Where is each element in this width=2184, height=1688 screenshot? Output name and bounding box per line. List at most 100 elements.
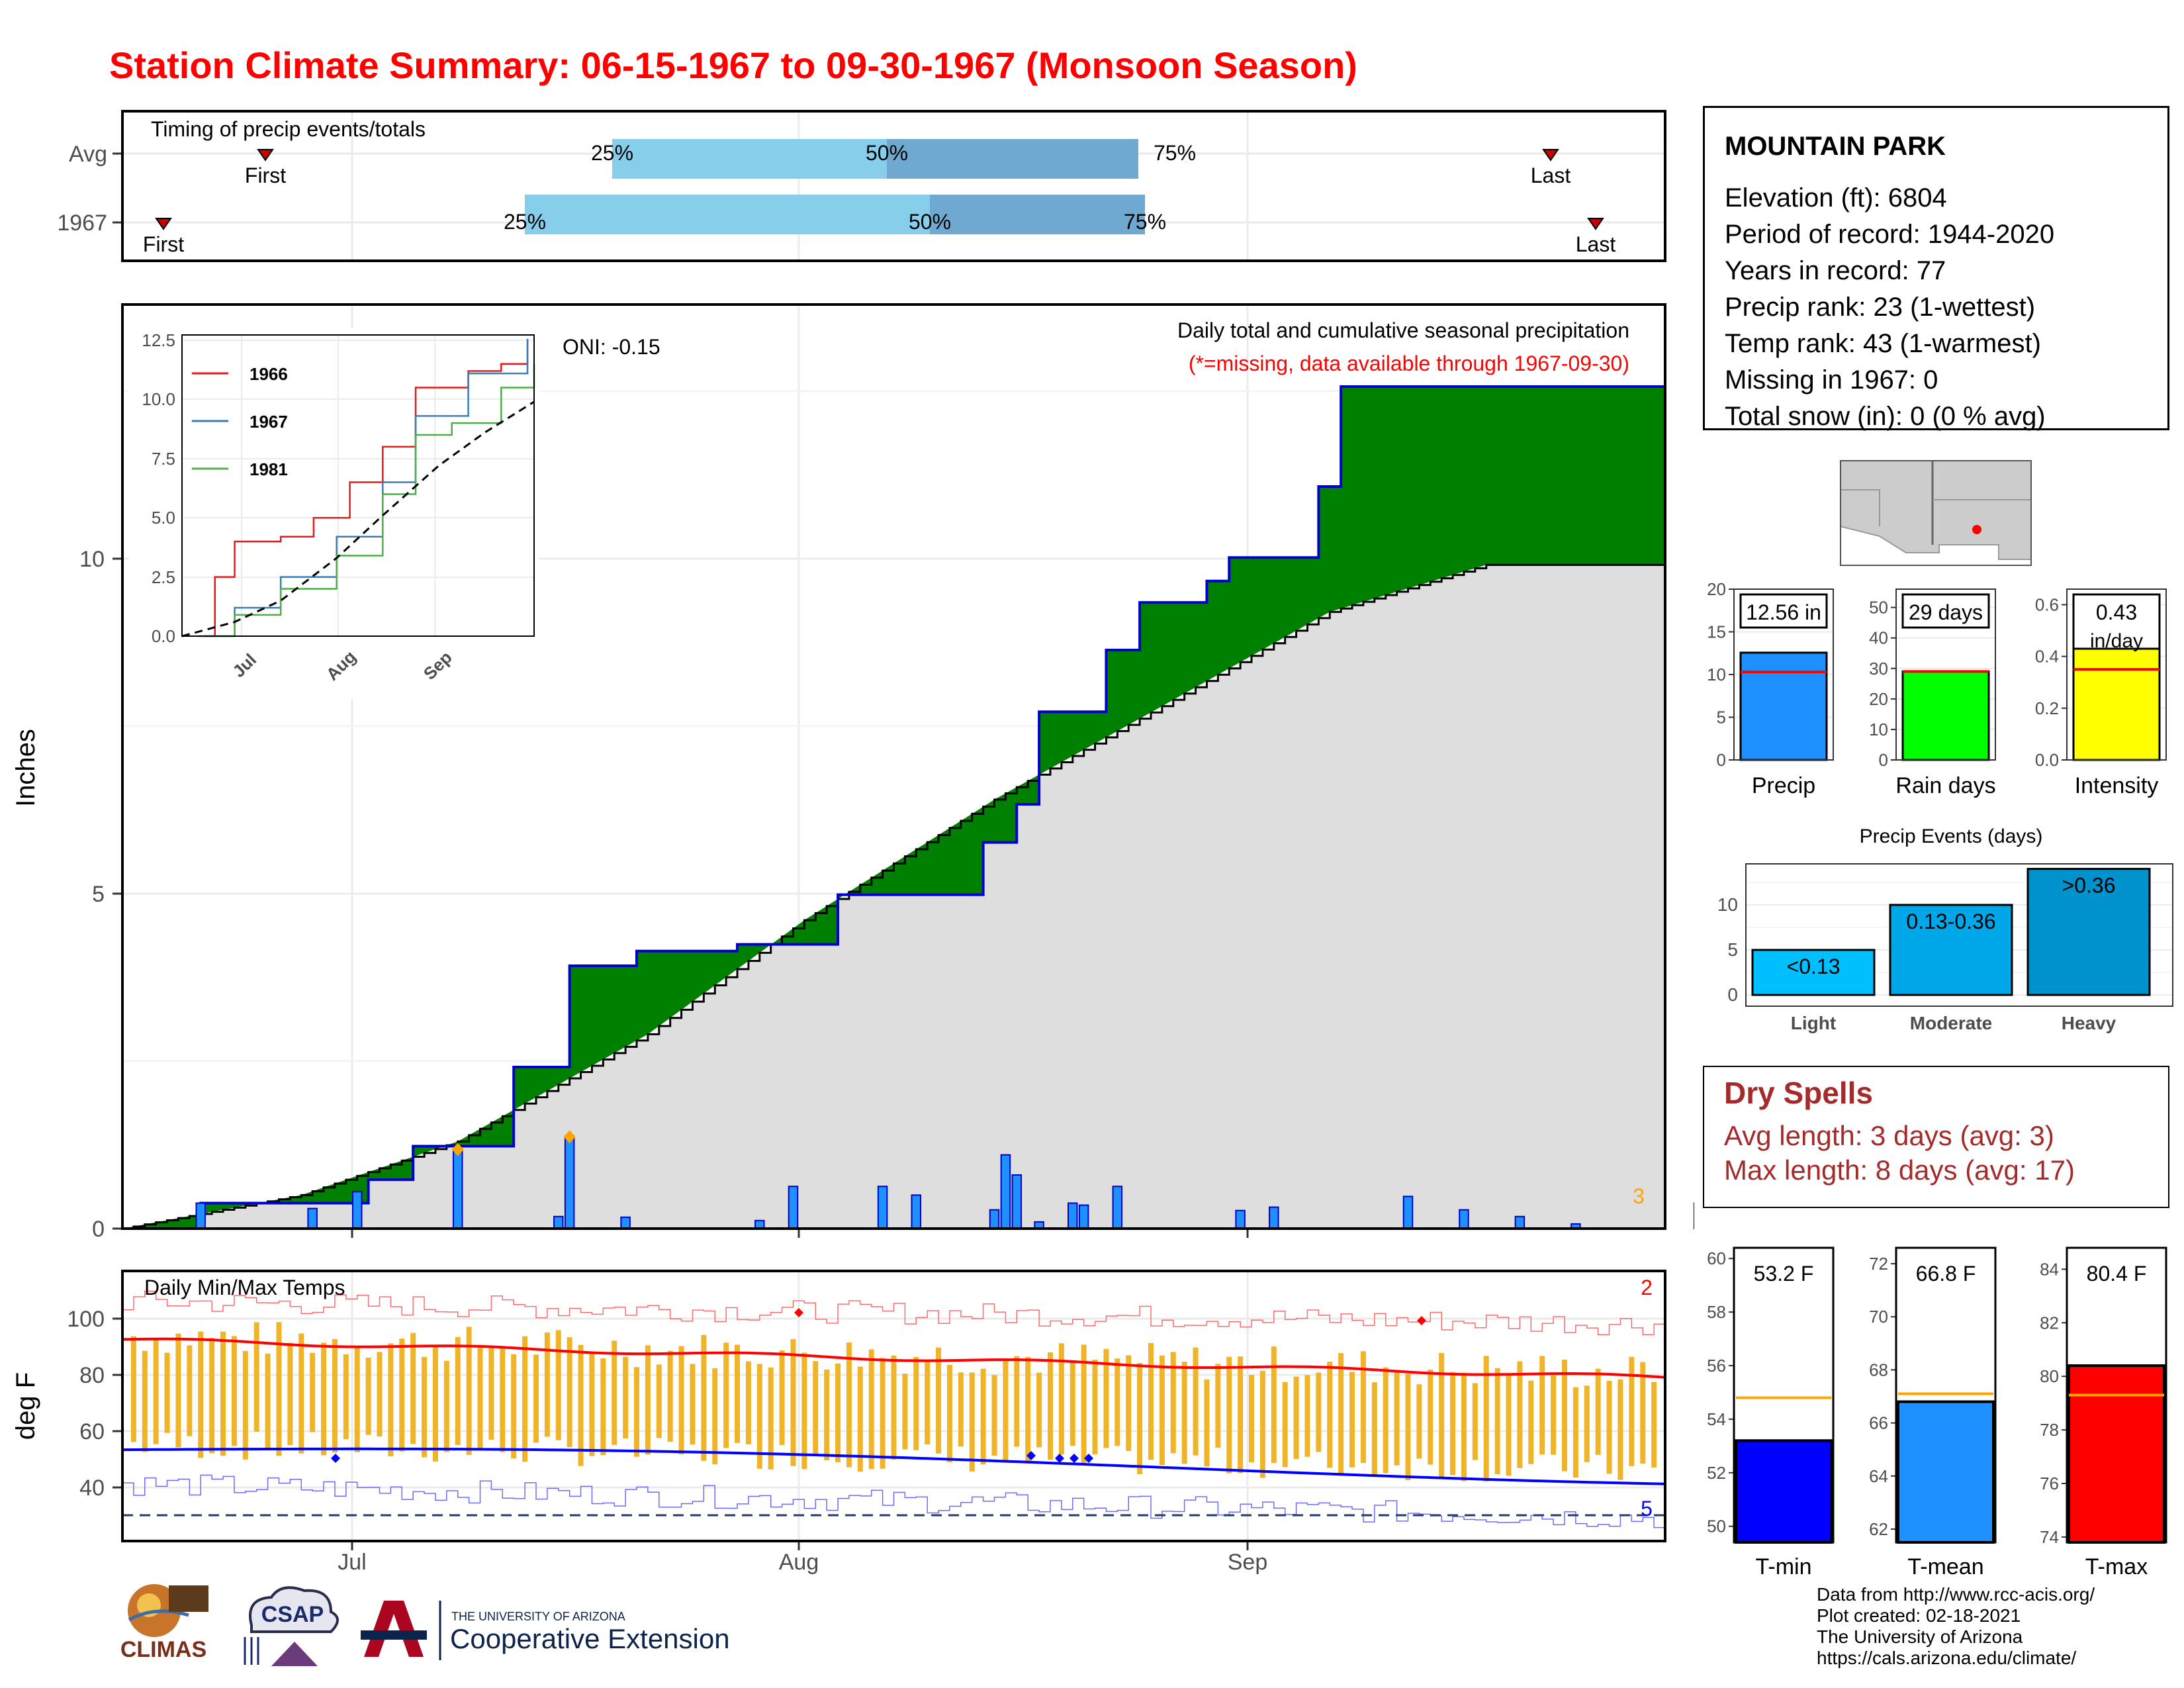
daily-temp-bar xyxy=(768,1367,774,1470)
daily-temp-bar xyxy=(612,1340,617,1445)
temp-ytick-60: 60 xyxy=(79,1419,105,1444)
temp-summary-value: 80.4 F xyxy=(2087,1262,2147,1286)
dry-spells-box: Dry Spells Avg length: 3 days (avg: 3) M… xyxy=(1703,1066,2169,1208)
daily-temp-bar xyxy=(1572,1387,1578,1478)
inset-line-average xyxy=(181,400,535,637)
daily-temp-bar xyxy=(969,1372,975,1472)
daily-temp-bar xyxy=(410,1333,416,1444)
daily-temp-bar xyxy=(365,1358,371,1435)
credit-university: The University of Arizona xyxy=(1817,1626,2023,1647)
daily-temp-bar xyxy=(377,1352,383,1436)
daily-precip-bar xyxy=(1000,1154,1011,1229)
temp-ytick-100: 100 xyxy=(67,1307,105,1332)
daily-temp-bar xyxy=(678,1346,684,1454)
daily-temp-bar xyxy=(1249,1374,1255,1463)
timing-1967-q1-bar xyxy=(525,195,930,234)
daily-precip-bar xyxy=(452,1149,463,1229)
daily-temp-bar xyxy=(555,1330,561,1440)
inset-ytick-3: 7.5 xyxy=(152,449,175,469)
temp-summary-ytick: 62 xyxy=(1869,1519,1888,1539)
daily-temp-bar xyxy=(925,1361,931,1445)
daily-temp-bar xyxy=(801,1352,807,1470)
temp-summary-ytick: 68 xyxy=(1869,1360,1888,1380)
temp-high-count: 2 xyxy=(1641,1276,1653,1299)
daily-temp-bar xyxy=(1472,1383,1478,1460)
seasonal-summary-bars: 0 5 10 15 20 12.56 in Precip 0 10 20 30 40 50 29 day… xyxy=(1707,579,2167,798)
events-bar-label: 0.13-0.36 xyxy=(1906,910,1995,933)
daily-temp-bar xyxy=(891,1355,897,1460)
extreme-precip-marker xyxy=(563,1130,576,1144)
inset-legend-1981: 1981 xyxy=(250,459,288,479)
daily-temp-bar xyxy=(667,1350,673,1442)
precip-note-1: Daily total and cumulative seasonal prec… xyxy=(1177,318,1629,342)
daily-temp-bar xyxy=(1416,1384,1422,1459)
inset-legend-1967: 1967 xyxy=(250,412,288,432)
daily-temp-bar xyxy=(824,1369,830,1460)
daily-temp-bar xyxy=(198,1331,204,1458)
inset-ytick-5: 12.5 xyxy=(142,330,175,350)
daily-temp-bar xyxy=(522,1336,528,1462)
daily-temp-bar xyxy=(656,1364,662,1438)
daily-precip-bar xyxy=(351,1191,363,1230)
summary-ytick: 0.6 xyxy=(2035,594,2059,614)
daily-precip-bar xyxy=(989,1209,1000,1229)
events-title: Precip Events (days) xyxy=(1860,825,2043,847)
temp-summary-ytick: 76 xyxy=(2040,1474,2059,1493)
temp-low-count: 5 xyxy=(1641,1497,1653,1521)
ua-logo-bottom: Cooperative Extension xyxy=(450,1623,730,1654)
station-period: Period of record: 1944-2020 xyxy=(1725,220,2055,249)
daily-temp-bar xyxy=(1304,1375,1310,1457)
inset-cumulative-chart: 1966 1967 1981 0.0 2.5 5.0 7.5 10.0 12.5… xyxy=(129,328,539,699)
daily-temp-bar xyxy=(1651,1382,1657,1468)
daily-temp-bar xyxy=(958,1372,964,1447)
daily-precip-bar xyxy=(1068,1202,1078,1229)
daily-temp-bar xyxy=(466,1327,472,1455)
daily-temp-bar xyxy=(1371,1382,1377,1476)
daily-temp-bar xyxy=(589,1354,595,1456)
summary-ytick: 15 xyxy=(1707,622,1726,642)
daily-temp-bar xyxy=(936,1347,942,1454)
daily-temp-bar xyxy=(1226,1356,1232,1474)
daily-temp-bar xyxy=(1271,1346,1277,1464)
daily-temp-bar xyxy=(242,1350,248,1460)
daily-temp-bar xyxy=(488,1346,494,1440)
daily-precip-bar xyxy=(1078,1204,1089,1229)
daily-precip-bar xyxy=(788,1186,799,1229)
intensity-panel: 0.0 0.2 0.4 0.6 0.43 in/day Intensity xyxy=(2035,588,2167,798)
temp-summary-ytick: 80 xyxy=(2040,1366,2059,1386)
inset-legend: 1966 1967 1981 xyxy=(192,364,288,479)
climas-logo: CLIMAS xyxy=(120,1584,208,1662)
daily-temp-bar xyxy=(1327,1361,1333,1468)
timing-avg-p75: 75% xyxy=(1154,141,1196,165)
timing-row-1967: 1967 xyxy=(57,211,107,236)
daily-temp-bar xyxy=(354,1346,360,1452)
station-location-dot xyxy=(1972,525,1981,534)
temp-summary-ytick: 56 xyxy=(1707,1356,1726,1376)
daily-temp-bar xyxy=(1148,1342,1154,1460)
station-info-box: MOUNTAIN PARK Elevation (ft): 6804 Perio… xyxy=(1703,106,2169,431)
timing-avg-q1-bar xyxy=(612,139,887,179)
temp-summary-ytick: 64 xyxy=(1869,1466,1888,1486)
daily-temp-bar xyxy=(130,1336,136,1442)
timing-chart: Timing of precip events/totals Avg 1967 … xyxy=(57,110,1666,262)
daily-temp-bar xyxy=(1081,1344,1087,1463)
events-bar-moderate xyxy=(1889,904,2013,996)
daily-temp-bar xyxy=(1428,1369,1433,1465)
station-elevation: Elevation (ft): 6804 xyxy=(1725,183,1947,212)
summary-ytick: 20 xyxy=(1707,579,1726,599)
station-missing: Missing in 1967: 0 xyxy=(1725,365,1938,395)
ua-logo: THE UNIVERSITY OF ARIZONA Cooperative Ex… xyxy=(361,1601,730,1660)
daily-temp-bar xyxy=(1338,1353,1344,1475)
temp-summary-ytick: 84 xyxy=(2040,1259,2059,1279)
summary-ytick: 50 xyxy=(1869,598,1888,618)
daily-precip-bar xyxy=(1235,1209,1246,1229)
summary-bar xyxy=(1739,651,1828,761)
daily-temp-bar xyxy=(220,1331,226,1456)
timing-avg-first-label: First xyxy=(245,164,286,187)
average-cumulative-line xyxy=(122,563,1665,1230)
daily-temp-bar xyxy=(1561,1360,1567,1472)
main-ytick-10: 10 xyxy=(79,547,105,572)
temperature-summary-bars: 50 52 54 56 58 60 53.2 F T-min 62 64 66 68 70 72 66.8… xyxy=(1707,1246,2167,1579)
daily-temp-bar xyxy=(1394,1370,1400,1466)
events-ytick-5: 5 xyxy=(1727,939,1738,960)
